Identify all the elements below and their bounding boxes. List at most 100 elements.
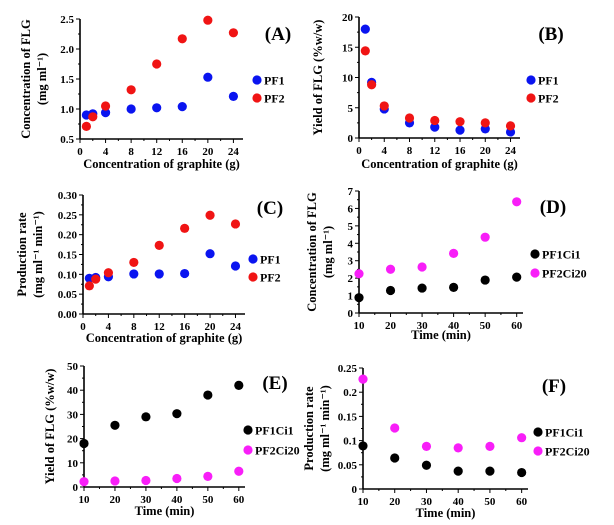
y-tick-label: 0.30 [58, 190, 78, 202]
data-point [455, 117, 465, 127]
y-axis-title: (mg ml⁻¹ min⁻¹) [318, 385, 332, 472]
panel-d: 0 1 2 3 4 5 6 7 10 20 30 40 50 60 Time (min) Concentrat… [305, 186, 587, 342]
data-point [360, 46, 370, 56]
y-axis-title: (mg ml⁻¹) [35, 53, 49, 105]
data-point [234, 466, 244, 476]
x-tick-label: 0 [356, 145, 362, 157]
series-pf1 [84, 249, 241, 283]
data-point [430, 122, 440, 132]
legend-marker [526, 75, 536, 85]
x-tick-label: 24 [230, 321, 242, 333]
x-tick-label: 50 [480, 320, 492, 332]
x-tick-label: 20 [202, 146, 214, 158]
x-tick-label: 50 [484, 496, 496, 508]
series-pf2 [81, 15, 239, 131]
x-axis-title: Time (min) [416, 506, 476, 520]
data-point [512, 272, 522, 282]
legend-marker [533, 427, 543, 437]
y-tick-label: 0.20 [58, 230, 78, 242]
x-tick-label: 4 [106, 321, 112, 333]
data-point [485, 441, 495, 452]
legend-marker [530, 249, 540, 259]
x-axis-title: Concentration of graphite (g) [361, 157, 518, 171]
x-tick-label: 20 [480, 145, 492, 157]
panel-label: (B) [538, 24, 563, 45]
data-point [505, 121, 516, 131]
data-point [177, 34, 187, 44]
data-point [180, 223, 190, 233]
data-point [180, 268, 190, 279]
x-tick-label: 30 [417, 320, 429, 332]
legend-label: PF2Ci20 [545, 445, 590, 459]
y-tick-label: 0.5 [60, 134, 74, 146]
x-tick-label: 40 [448, 320, 460, 332]
x-tick-label: 0 [77, 146, 83, 158]
x-tick-label: 0 [80, 321, 86, 333]
data-point [129, 257, 139, 268]
x-tick-label: 24 [505, 145, 517, 157]
series-pf1ci1 [354, 272, 522, 303]
y-tick-label: 50 [67, 361, 79, 373]
legend-label: PF1 [264, 74, 285, 88]
legend-marker [533, 446, 543, 456]
x-tick-label: 10 [354, 320, 366, 332]
data-point [367, 80, 377, 90]
y-tick-label: 10 [342, 73, 354, 85]
data-point [172, 409, 182, 419]
data-point [203, 390, 213, 400]
y-tick-label: 4 [348, 238, 354, 250]
data-point [203, 471, 213, 481]
x-tick-label: 60 [233, 494, 245, 506]
y-axis-title: Production rate [15, 212, 29, 297]
panel-a: 0.51.01.52.02.50 4 8 12 16 20 24Concentration … [19, 14, 291, 171]
y-tick-label: 1 [348, 291, 354, 303]
y-tick-label: 0.2 [343, 387, 357, 399]
legend-label: PF1 [260, 253, 281, 267]
y-tick-label: 0.00 [58, 309, 78, 321]
series-pf2 [84, 210, 241, 291]
x-tick-label: 20 [205, 321, 217, 333]
data-point [172, 473, 182, 484]
series-pf1ci1 [358, 441, 527, 478]
data-point [449, 282, 459, 292]
data-point [480, 232, 490, 242]
x-tick-label: 8 [128, 146, 134, 158]
x-tick-label: 12 [154, 321, 166, 333]
y-tick-label: 20 [67, 434, 79, 446]
series-pf2ci20 [354, 197, 522, 279]
legend-marker [530, 268, 540, 278]
x-tick-label: 30 [421, 496, 433, 508]
data-point [234, 380, 244, 390]
x-tick-label: 20 [385, 320, 397, 332]
data-point [230, 261, 241, 271]
x-tick-label: 40 [171, 494, 183, 506]
data-point [84, 281, 94, 291]
legend-marker [252, 93, 262, 103]
x-tick-label: 24 [228, 146, 240, 158]
legend-label: PF2Ci20 [255, 444, 300, 458]
data-point [379, 101, 389, 111]
y-tick-label: 0 [348, 133, 354, 145]
x-tick-label: 16 [177, 146, 189, 158]
y-tick-label: 20 [342, 12, 354, 24]
data-point [126, 104, 136, 114]
data-point [154, 269, 164, 279]
y-tick-label: 2.5 [60, 14, 74, 26]
x-tick-label: 10 [79, 494, 91, 506]
data-point [228, 91, 239, 101]
data-point [203, 72, 213, 82]
data-point [88, 112, 98, 122]
data-point [129, 269, 139, 279]
data-point [421, 460, 432, 470]
data-point [110, 476, 120, 486]
data-point [141, 475, 151, 486]
y-axis-title: Concentration of FLG [19, 19, 33, 139]
legend-label: PF1Ci1 [255, 424, 294, 438]
legend-marker [248, 272, 258, 282]
data-point [358, 374, 368, 384]
data-point [512, 197, 522, 207]
legend-marker [526, 93, 536, 103]
x-tick-label: 20 [109, 494, 121, 506]
